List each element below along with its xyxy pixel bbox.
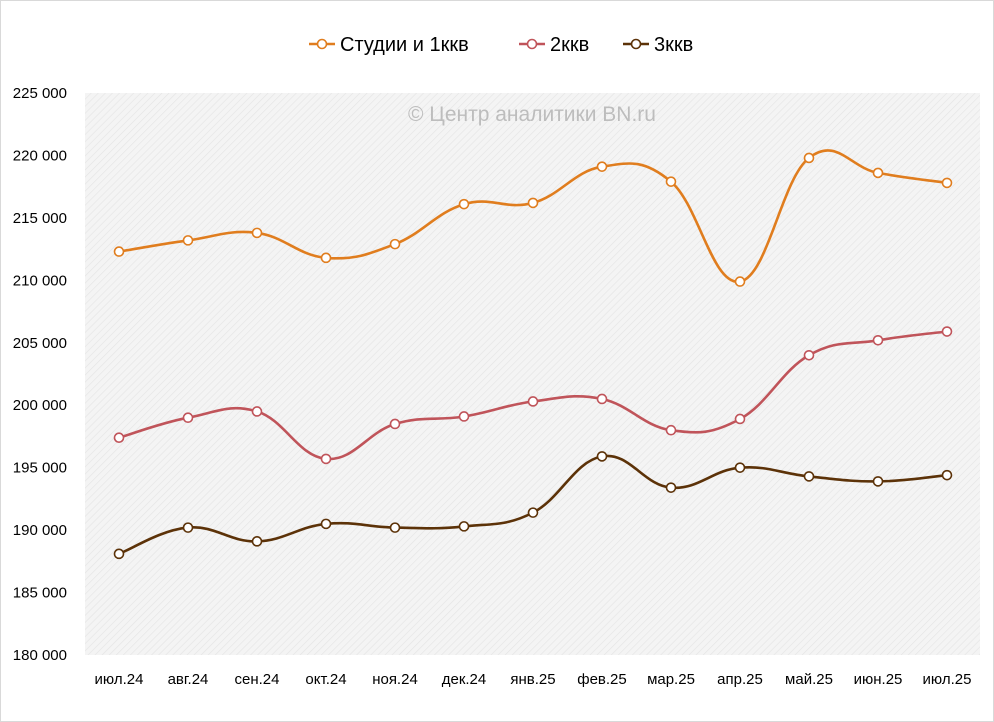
data-point [734,413,746,425]
y-tick-label: 215 000 [13,210,67,227]
data-point [389,418,401,430]
data-point [251,227,263,239]
x-tick-label: дек.24 [442,671,487,688]
data-point [803,349,815,361]
data-point [389,522,401,533]
data-point [596,451,608,462]
data-point [251,406,263,417]
data-point [113,246,125,257]
data-point [734,276,746,287]
legend-marker [316,38,328,50]
x-tick-label: июл.25 [923,671,972,688]
data-point [803,152,815,164]
legend-marker [630,38,642,50]
data-point [458,198,470,210]
legend-label: Студии и 1ккв [340,34,469,56]
data-point [665,482,677,493]
data-point [458,521,470,532]
y-tick-label: 180 000 [13,647,67,664]
data-point [734,462,746,473]
data-point [941,469,953,481]
data-point [113,432,125,443]
data-point [596,393,608,405]
data-point [527,396,539,407]
data-point [182,235,194,246]
data-point [527,507,539,518]
data-point [872,476,884,487]
data-point [872,334,884,346]
watermark-text: © Центр аналитики BN.ru [408,103,656,126]
y-tick-label: 210 000 [13,272,67,289]
x-tick-label: авг.24 [168,671,209,688]
x-tick-label: сен.24 [235,671,280,688]
data-point [320,252,332,264]
data-point [872,167,884,179]
data-point [941,326,953,337]
x-tick-label: окт.24 [305,671,346,688]
data-point [113,548,125,560]
x-tick-label: май.25 [785,671,833,688]
x-tick-label: ноя.24 [372,671,418,688]
x-tick-label: апр.25 [717,671,763,688]
y-axis: 180 000 185 000 190 000 195 000 200 000 205 0… [13,85,67,664]
x-tick-label: янв.25 [510,671,555,688]
data-point [941,177,953,189]
data-point [320,518,332,530]
x-axis: июл.24 авг.24 сен.24 окт.24 ноя.24 дек.24 янв.… [95,671,972,688]
y-tick-label: 195 000 [13,460,67,477]
x-tick-label: фев.25 [577,671,627,688]
y-tick-label: 185 000 [13,585,67,602]
data-point [251,536,263,547]
y-tick-label: 225 000 [13,85,67,102]
x-tick-label: июн.25 [854,671,903,688]
data-point [803,471,815,482]
y-tick-label: 205 000 [13,335,67,352]
legend-marker [526,38,538,50]
x-tick-label: мар.25 [647,671,695,688]
data-point [458,411,470,422]
y-tick-label: 200 000 [13,397,67,414]
data-point [665,176,677,187]
x-tick-label: июл.24 [95,671,144,688]
data-point [182,522,194,533]
data-point [665,424,677,436]
legend: Студии и 1ккв 2ккв 3ккв [309,34,693,56]
data-point [389,238,401,250]
data-point [320,453,332,465]
legend-label: 3ккв [654,34,693,56]
data-point [182,412,194,424]
plot-area [85,93,980,655]
data-point [596,161,608,172]
series-layer [113,149,953,560]
y-tick-label: 220 000 [13,147,67,164]
legend-label: 2ккв [550,34,589,56]
data-point [527,197,539,209]
y-tick-label: 190 000 [13,522,67,539]
